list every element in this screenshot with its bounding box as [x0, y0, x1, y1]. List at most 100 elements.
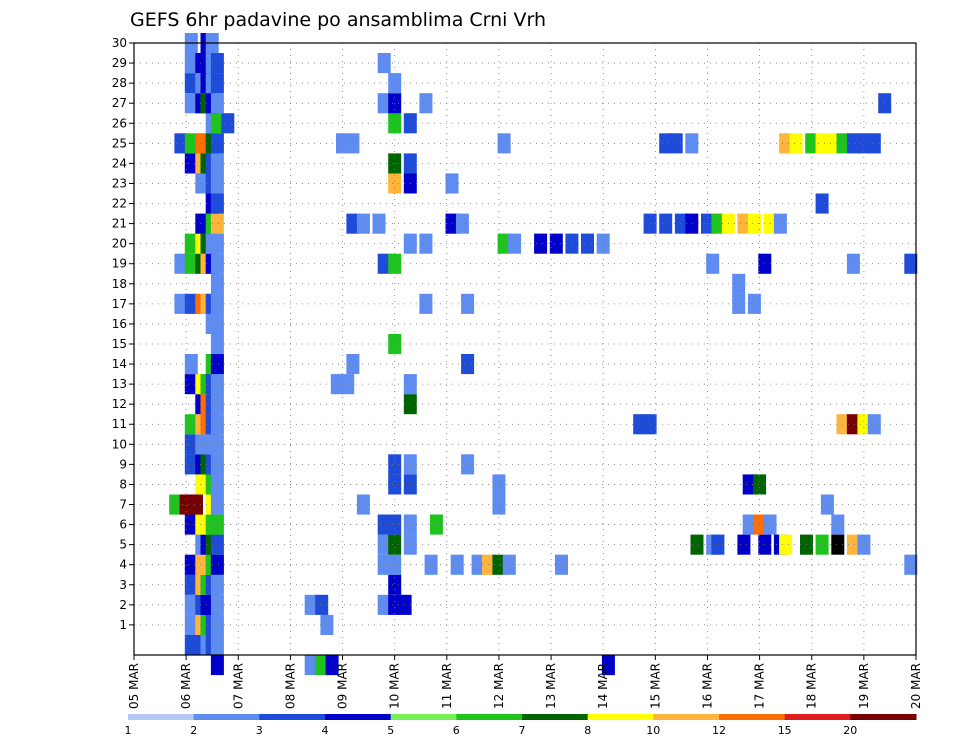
heatmap-cell: [492, 494, 506, 515]
heatmap-cell: [315, 594, 329, 615]
heatmap-cell: [904, 554, 918, 575]
heatmap-cell: [779, 534, 793, 555]
heatmap-cell: [210, 454, 224, 475]
heatmap-cell: [210, 494, 224, 515]
heatmap-cell: [184, 374, 198, 395]
heatmap-cell: [388, 253, 402, 274]
heatmap-cell: [210, 394, 224, 415]
heatmap-cell: [174, 293, 188, 314]
heatmap-cell: [753, 514, 767, 535]
colorbar-label: 8: [584, 724, 591, 737]
heatmap-cell: [210, 634, 224, 655]
y-tick-label: 6: [119, 518, 127, 532]
y-tick-label: 1: [119, 618, 127, 632]
heatmap-cell: [846, 133, 860, 154]
heatmap-cell: [388, 113, 402, 134]
y-tick-label: 27: [112, 96, 127, 110]
heatmap-cell: [659, 213, 673, 234]
heatmap-cell: [210, 334, 224, 355]
heatmap-cell: [210, 253, 224, 274]
heatmap-cell: [372, 213, 386, 234]
heatmap-cell: [210, 53, 224, 74]
y-tick-label: 24: [112, 156, 127, 170]
heatmap-cell: [820, 494, 834, 515]
x-axis: 05 MAR 06 MAR 07 MAR 08 MAR 09 MAR 10 MAR 11 M…: [127, 655, 923, 709]
colorbar-label: 3: [256, 724, 263, 737]
colorbar: 1 2 3 4 5 6 7 8 10 12 15 20: [125, 714, 917, 737]
heatmap-cell: [747, 213, 761, 234]
heatmap-cell: [169, 494, 183, 515]
heatmap-cell: [184, 293, 198, 314]
heatmap-cell: [210, 594, 224, 615]
heatmap-cell: [210, 213, 224, 234]
heatmap-cell: [174, 133, 188, 154]
heatmap-cell: [455, 213, 469, 234]
heatmap-cell: [831, 514, 845, 535]
heatmap-cell: [210, 374, 224, 395]
y-tick-label: 25: [112, 136, 127, 150]
colorbar-label: 1: [125, 724, 132, 737]
y-tick-label: 16: [112, 317, 127, 331]
heatmap-cell: [210, 73, 224, 94]
y-tick-label: 4: [119, 558, 127, 572]
heatmap-cell: [210, 293, 224, 314]
heatmap-cell: [377, 53, 391, 74]
x-tick-label: 08 MAR: [283, 663, 297, 709]
heatmap-cell: [388, 474, 402, 495]
heatmap-cell: [492, 554, 506, 575]
heatmap-cell: [210, 313, 224, 334]
heatmap-cell: [388, 534, 402, 555]
heatmap-cell: [325, 655, 339, 676]
heatmap-cell: [555, 554, 568, 575]
x-tick-label: 15 MAR: [648, 663, 662, 709]
y-tick-label: 17: [112, 297, 127, 311]
heatmap-cell: [210, 173, 224, 194]
heatmap-cells: [169, 33, 918, 676]
colorbar-swatch: [259, 714, 326, 720]
heatmap-cell: [184, 554, 198, 575]
colorbar-swatch: [719, 714, 786, 720]
colorbar-swatch: [653, 714, 720, 720]
heatmap-cell: [596, 233, 610, 254]
colorbar-label: 2: [190, 724, 197, 737]
colorbar-swatch: [193, 714, 260, 720]
heatmap-cell: [857, 133, 871, 154]
heatmap-cell: [711, 534, 725, 555]
heatmap-cell: [179, 494, 193, 515]
colorbar-label: 6: [453, 724, 460, 737]
y-tick-label: 13: [112, 377, 127, 391]
heatmap-cell: [190, 494, 203, 515]
colorbar-swatch: [522, 714, 589, 720]
heatmap-cell: [737, 213, 751, 234]
heatmap-cell: [424, 554, 438, 575]
colorbar-swatch: [128, 714, 195, 720]
heatmap-cell: [815, 193, 829, 214]
y-tick-label: 18: [112, 277, 127, 291]
heatmap-cell: [377, 253, 391, 274]
heatmap-cell: [742, 474, 756, 495]
heatmap-cell: [753, 474, 767, 495]
y-tick-label: 28: [112, 76, 127, 90]
heatmap-cell: [184, 354, 198, 375]
colorbar-label: 20: [843, 724, 857, 737]
heatmap-cell: [346, 133, 360, 154]
colorbar-label: 15: [778, 724, 792, 737]
heatmap-cell: [388, 334, 402, 355]
heatmap-cell: [377, 554, 391, 575]
x-tick-label: 19 MAR: [857, 663, 871, 709]
heatmap-cell: [377, 93, 391, 114]
heatmap-cell: [450, 554, 464, 575]
x-tick-label: 12 MAR: [492, 663, 506, 709]
heatmap-cell: [846, 414, 860, 435]
y-tick-label: 30: [112, 36, 127, 50]
heatmap-cell: [674, 213, 688, 234]
y-tick-label: 29: [112, 56, 127, 70]
heatmap-cell: [497, 233, 511, 254]
heatmap-cell: [210, 93, 224, 114]
x-tick-label: 16 MAR: [700, 663, 714, 709]
y-tick-label: 5: [119, 538, 127, 552]
heatmap-cell: [210, 133, 224, 154]
heatmap-cell: [534, 233, 548, 254]
x-tick-label: 09 MAR: [336, 663, 350, 709]
heatmap-cell: [184, 73, 198, 94]
